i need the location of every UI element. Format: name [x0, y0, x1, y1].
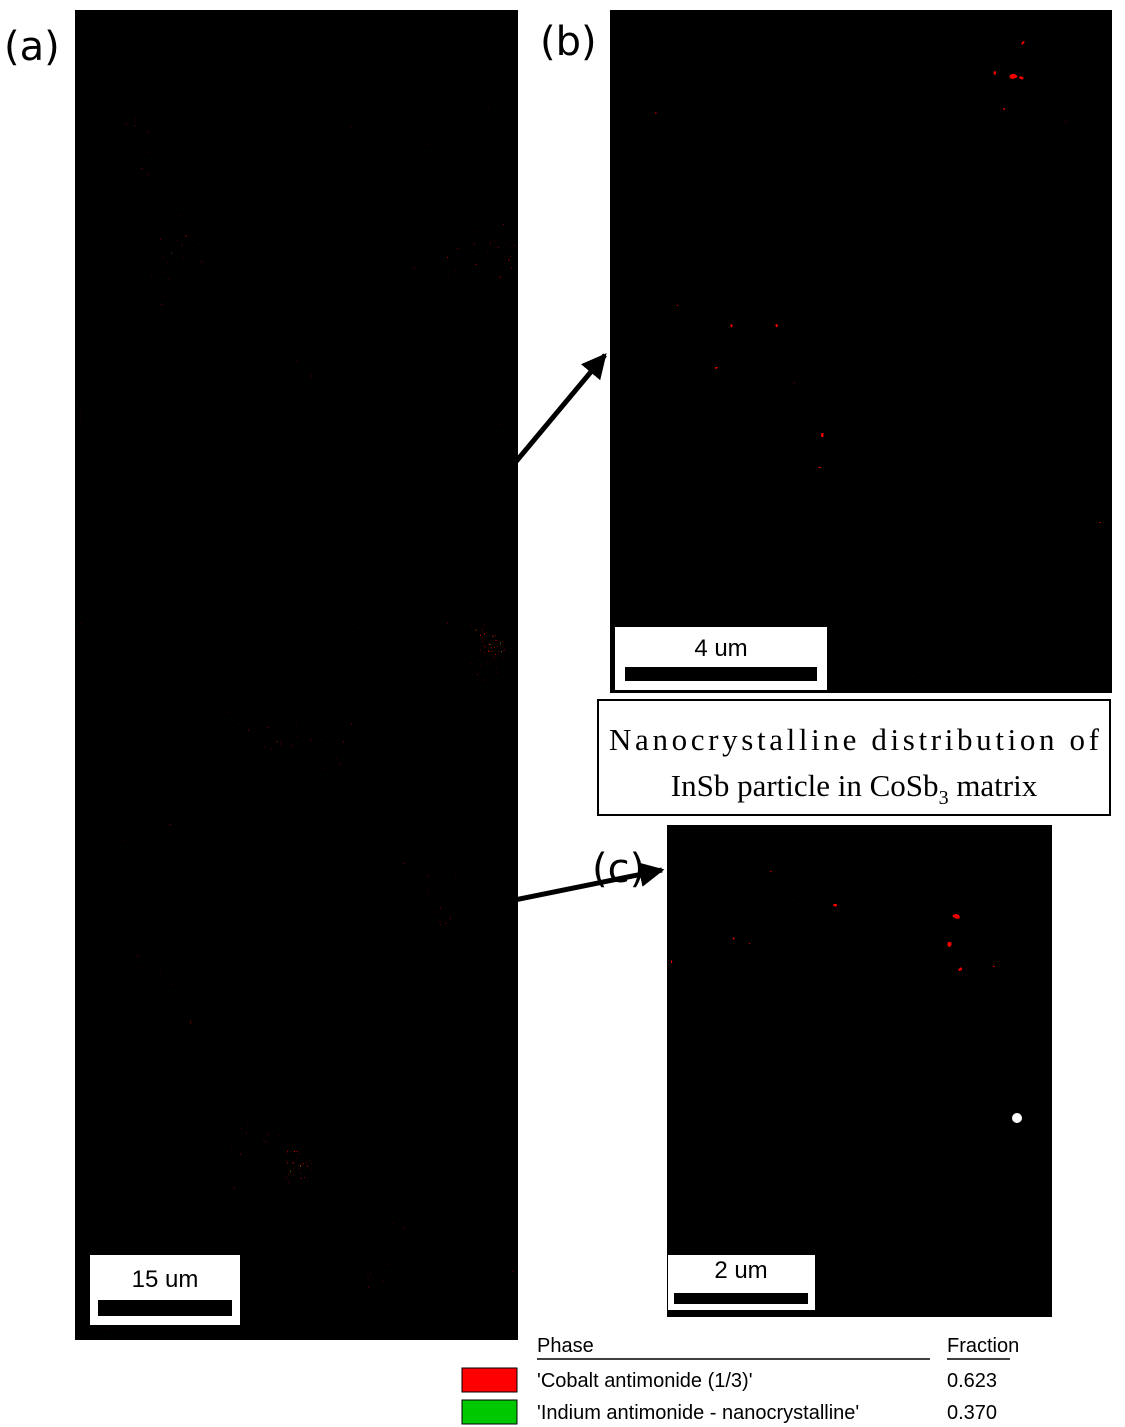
legend-name: 'Indium antimonide - nanocrystalline': [537, 1402, 859, 1424]
dot: [1012, 1113, 1022, 1123]
scale-bar: [674, 1293, 808, 1304]
scale-bar-label: 15 um: [132, 1266, 199, 1293]
legend-fraction: 0.370: [947, 1402, 997, 1424]
scale-bar: [625, 667, 817, 681]
legend: Phase Fraction 'Cobalt antimonide (1/3)'…: [462, 1335, 1019, 1424]
legend-swatch: [462, 1368, 517, 1392]
scale-bar-label: 2 um: [714, 1257, 767, 1284]
caption: InSb particle in CoSb3 matrix: [671, 768, 1038, 809]
caption-text: matrix: [949, 768, 1038, 803]
caption-subscript: 3: [939, 787, 949, 809]
scale-bar: [98, 1300, 232, 1316]
legend-header: Fraction: [947, 1335, 1019, 1357]
caption: Nanocrystalline distribution of: [609, 722, 1100, 757]
legend-name: 'Cobalt antimonide (1/3)': [537, 1370, 753, 1392]
scale-bar-label: 4 um: [694, 635, 747, 662]
legend-header: Phase: [537, 1335, 594, 1357]
legend-swatch: [462, 1400, 517, 1424]
panel-label: (b): [540, 19, 597, 65]
panel-label: (a): [4, 24, 60, 70]
caption-text: InSb particle in CoSb: [671, 768, 939, 803]
figure: (a) 15 um (b) 4 um Nanocrystalline distr…: [0, 0, 1125, 1427]
caption-line: Nanocrystalline distribution of: [609, 722, 1100, 757]
legend-fraction: 0.623: [947, 1370, 997, 1392]
phase-map-b: [610, 10, 1112, 693]
phase-map-c: [667, 825, 1052, 1317]
